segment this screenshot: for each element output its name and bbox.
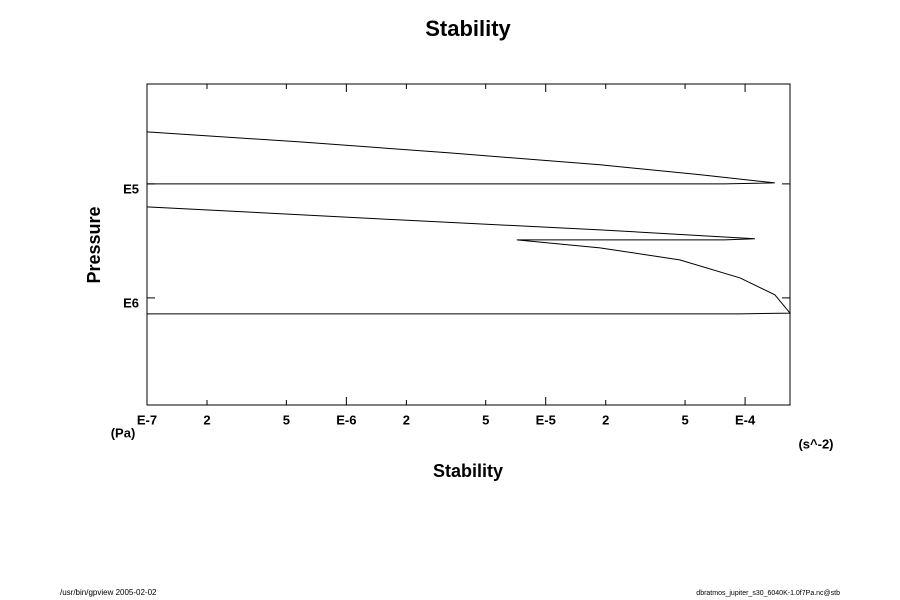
x-tick-label: E-4: [735, 412, 756, 427]
x-tick-label: E-7: [137, 412, 157, 427]
footer-right: dbratmos_jupiter_s30_6040K-1.0f7Pa.nc@st…: [696, 590, 840, 597]
x-tick-label: 5: [482, 412, 489, 427]
y-tick-label: E5: [123, 181, 139, 196]
x-tick-label: 5: [283, 412, 290, 427]
x-tick-label: 2: [203, 412, 210, 427]
x-tick-label: E-6: [336, 412, 356, 427]
data-line: [146, 131, 792, 315]
x-tick-label: 2: [602, 412, 609, 427]
y-tick-label: E6: [123, 295, 139, 310]
y-axis-label: Pressure: [84, 206, 104, 283]
chart-title: Stability: [425, 16, 511, 41]
footer-left: /usr/bin/gpview 2005-02-02: [60, 588, 157, 597]
x-tick-label: E-5: [536, 412, 556, 427]
x-tick-label: 2: [403, 412, 410, 427]
y-unit: (Pa): [111, 425, 136, 440]
x-axis-label: Stability: [433, 461, 503, 481]
x-unit: (s^-2): [798, 436, 833, 451]
plot-frame: [146, 83, 791, 406]
x-tick-label: 5: [681, 412, 688, 427]
